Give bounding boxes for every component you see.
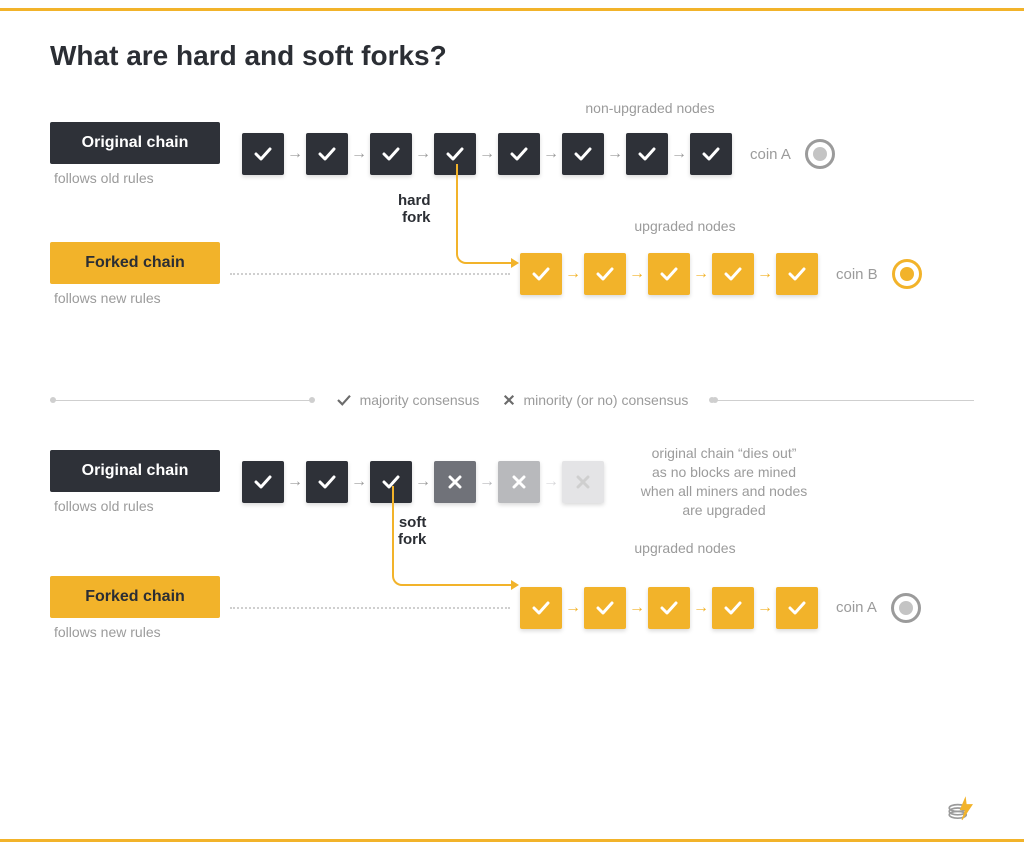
cross-icon — [503, 394, 515, 406]
forked-chain-label-soft: Forked chain — [50, 576, 220, 618]
soft-fork-text-1: soft — [399, 514, 427, 531]
chain-block — [648, 587, 690, 629]
brand-logo-icon — [945, 791, 979, 825]
hard-fork-section: non-upgraded nodes Original chain follow… — [50, 122, 974, 362]
bottom-accent-border — [0, 839, 1024, 842]
forked-chain-row-hard: Forked chain follows new rules →→→→ coin… — [50, 242, 974, 306]
chain-block — [626, 133, 668, 175]
chain-block — [584, 587, 626, 629]
coin-a-label-soft: coin A — [836, 599, 877, 616]
legend-majority: majority consensus — [336, 392, 480, 408]
legend-minority: minority (or no) consensus — [503, 392, 688, 408]
coin-a-icon — [805, 139, 835, 169]
chain-block — [776, 587, 818, 629]
chain-block — [370, 133, 412, 175]
page-title: What are hard and soft forks? — [50, 40, 974, 72]
chain-block — [776, 253, 818, 295]
forked-chain-label: Forked chain — [50, 242, 220, 284]
chain-block — [306, 461, 348, 503]
non-upgraded-label: non-upgraded nodes — [520, 100, 780, 116]
legend-minority-text: minority (or no) consensus — [523, 392, 688, 408]
check-icon — [336, 394, 352, 406]
forked-chain-row-soft: Forked chain follows new rules →→→→ coin… — [50, 576, 974, 640]
forked-chain-blocks-hard: →→→→ — [520, 253, 818, 295]
legend-row: majority consensus minority (or no) cons… — [50, 392, 974, 408]
chain-block — [306, 133, 348, 175]
forked-chain-blocks-soft: →→→→ — [520, 587, 818, 629]
legend-line-right — [712, 400, 974, 401]
upgraded-label-hard: upgraded nodes — [585, 218, 785, 234]
forked-chain-subtitle: follows new rules — [54, 290, 220, 306]
legend-line-left — [50, 400, 312, 401]
coin-b-icon — [892, 259, 922, 289]
chain-block — [584, 253, 626, 295]
dotted-connector — [230, 273, 510, 275]
chain-block — [520, 253, 562, 295]
coin-a-icon-soft — [891, 593, 921, 623]
chain-block — [648, 253, 690, 295]
original-chain-label-soft: Original chain — [50, 450, 220, 492]
chain-block — [520, 587, 562, 629]
hard-fork-text-2: fork — [402, 209, 430, 226]
chain-block — [242, 461, 284, 503]
hard-fork-text-1: hard — [398, 192, 431, 209]
chain-block — [690, 133, 732, 175]
soft-fork-text-2: fork — [398, 531, 426, 548]
original-chain-label: Original chain — [50, 122, 220, 164]
chain-block — [712, 587, 754, 629]
chain-block — [562, 461, 604, 503]
soft-fork-section: Original chain follows old rules →→→→→ o… — [50, 444, 974, 684]
coin-b-label: coin B — [836, 266, 878, 283]
legend-majority-text: majority consensus — [360, 392, 480, 408]
upgraded-label-soft: upgraded nodes — [585, 540, 785, 556]
diagram-container: What are hard and soft forks? non-upgrad… — [0, 0, 1024, 744]
chain-block — [242, 133, 284, 175]
chain-block — [712, 253, 754, 295]
original-chain-subtitle-soft: follows old rules — [54, 498, 220, 514]
coin-a-label: coin A — [750, 146, 791, 163]
dies-out-text: original chain “dies out”as no blocks ar… — [624, 444, 824, 520]
hard-fork-label: hard fork — [398, 192, 431, 227]
forked-chain-subtitle-soft: follows new rules — [54, 624, 220, 640]
chain-block — [562, 133, 604, 175]
soft-fork-label: soft fork — [398, 514, 426, 549]
dotted-connector-soft — [230, 607, 510, 609]
original-chain-subtitle: follows old rules — [54, 170, 220, 186]
